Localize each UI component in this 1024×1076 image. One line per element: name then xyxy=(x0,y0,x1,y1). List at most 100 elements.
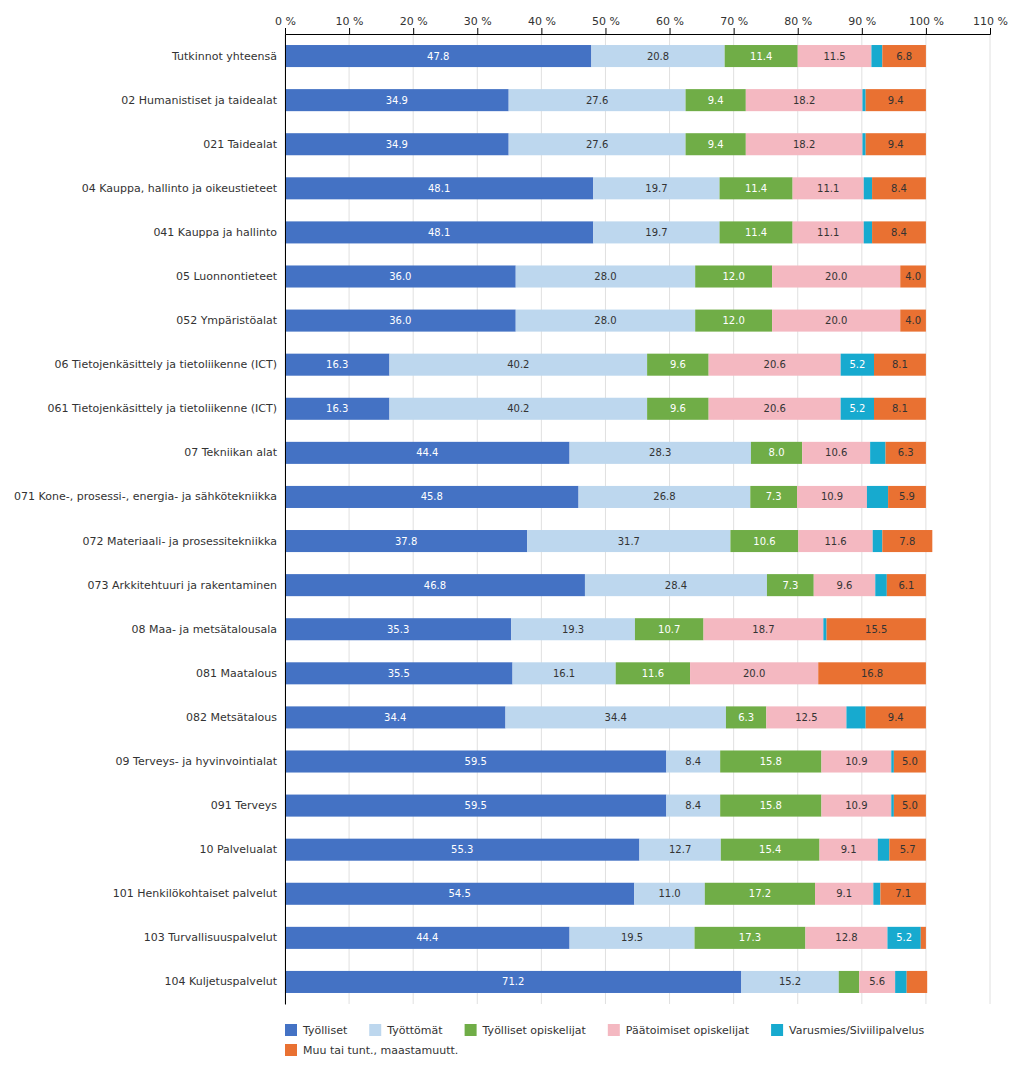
data-label: 55.3 xyxy=(451,844,473,855)
bar xyxy=(285,221,593,243)
data-label: 7.3 xyxy=(766,491,782,502)
data-label: 37.8 xyxy=(395,536,417,547)
data-label: 5.2 xyxy=(896,932,912,943)
bar xyxy=(880,883,926,905)
legend-label: Työttömät xyxy=(386,1024,443,1037)
data-label: 28.0 xyxy=(594,315,616,326)
y-tick: 061 Tietojenkäsittely ja tietoliikenne (… xyxy=(47,402,277,415)
data-label: 16.8 xyxy=(861,668,883,679)
bar xyxy=(704,618,824,640)
legend-swatch xyxy=(608,1024,620,1036)
bar xyxy=(793,221,864,243)
x-tick: 30 % xyxy=(464,15,492,34)
data-label: 19.3 xyxy=(562,624,584,635)
bar xyxy=(509,89,686,111)
bar xyxy=(285,706,505,728)
y-tick: 081 Maatalous xyxy=(196,667,277,680)
bar xyxy=(797,486,867,508)
y-tick: 04 Kauppa, hallinto ja oikeustieteet xyxy=(82,182,278,195)
bar xyxy=(793,177,864,199)
bar xyxy=(509,133,686,155)
legend-item: Muu tai tunt., maastamuutt. xyxy=(285,1044,458,1057)
bar xyxy=(511,618,635,640)
bar xyxy=(821,795,891,817)
bar xyxy=(593,177,719,199)
bar xyxy=(886,442,926,464)
data-label: 16.1 xyxy=(553,668,575,679)
legend: TyöllisetTyöttömätTyölliset opiskelijatP… xyxy=(285,1024,925,1057)
x-tick-label: 50 % xyxy=(592,15,620,28)
x-tick: 40 % xyxy=(528,15,556,34)
bar xyxy=(746,89,863,111)
bars xyxy=(285,45,932,993)
bar xyxy=(695,927,806,949)
data-label: 10.9 xyxy=(845,800,867,811)
bar xyxy=(505,706,725,728)
data-label: 20.6 xyxy=(764,359,786,370)
data-label: 71.2 xyxy=(502,976,524,987)
y-axis: Tutkinnot yhteensä02 Humanistiset ja tai… xyxy=(14,35,285,1005)
data-label: 12.0 xyxy=(723,315,745,326)
x-tick: 60 % xyxy=(656,15,684,34)
y-tick: 052 Ympäristöalat xyxy=(176,314,278,327)
y-tick-label: 052 Ympäristöalat xyxy=(176,314,278,327)
grid xyxy=(285,34,990,1004)
bar xyxy=(695,265,772,287)
y-tick-label: Tutkinnot yhteensä xyxy=(171,50,277,63)
bar xyxy=(591,45,724,67)
bar xyxy=(882,45,926,67)
data-label: 11.0 xyxy=(658,888,680,899)
bar xyxy=(823,618,826,640)
data-label: 59.5 xyxy=(465,800,487,811)
bar-series xyxy=(285,45,741,993)
bar xyxy=(872,221,926,243)
x-tick-label: 0 % xyxy=(275,15,296,28)
x-tick: 80 % xyxy=(784,15,812,34)
data-label: 26.8 xyxy=(653,491,675,502)
data-label: 17.2 xyxy=(749,888,771,899)
bar xyxy=(805,927,887,949)
data-label: 19.5 xyxy=(621,932,643,943)
bar xyxy=(570,927,695,949)
bar xyxy=(798,45,872,67)
data-label: 36.0 xyxy=(389,315,411,326)
bar xyxy=(867,486,888,508)
y-tick: 08 Maa- ja metsätalousala xyxy=(131,623,277,636)
grid-line xyxy=(990,34,991,1004)
bar xyxy=(634,883,705,905)
bar xyxy=(516,265,695,287)
data-label: 12.8 xyxy=(835,932,857,943)
bar xyxy=(767,574,814,596)
bar xyxy=(570,442,751,464)
data-label: 16.3 xyxy=(326,359,348,370)
y-tick-label: 04 Kauppa, hallinto ja oikeustieteet xyxy=(82,182,278,195)
bar xyxy=(705,883,815,905)
y-tick: 021 Taidealat xyxy=(203,138,277,151)
bar xyxy=(593,221,719,243)
bar xyxy=(798,530,872,552)
data-label: 10.6 xyxy=(825,447,847,458)
bar xyxy=(285,839,639,861)
bar xyxy=(639,839,720,861)
bar xyxy=(841,398,874,420)
x-tick: 20 % xyxy=(400,15,428,34)
legend-item: Päätoimiset opiskelijat xyxy=(608,1024,750,1037)
data-label: 5.9 xyxy=(899,491,915,502)
bar xyxy=(516,310,695,332)
data-labels: 47.834.934.948.148.136.036.016.316.344.4… xyxy=(326,51,921,988)
bar xyxy=(690,662,818,684)
bar xyxy=(721,839,820,861)
x-tick: 0 % xyxy=(275,15,296,34)
data-label: 31.7 xyxy=(618,536,640,547)
x-tick-mark xyxy=(926,28,927,34)
x-tick-label: 90 % xyxy=(848,15,876,28)
bar xyxy=(889,839,926,861)
bar xyxy=(579,486,751,508)
data-label: 19.7 xyxy=(645,227,667,238)
bar xyxy=(864,177,872,199)
data-label: 11.5 xyxy=(823,51,845,62)
bar xyxy=(750,486,797,508)
data-label: 15.8 xyxy=(760,800,782,811)
data-label: 8.1 xyxy=(892,403,908,414)
data-label: 9.4 xyxy=(888,139,904,150)
